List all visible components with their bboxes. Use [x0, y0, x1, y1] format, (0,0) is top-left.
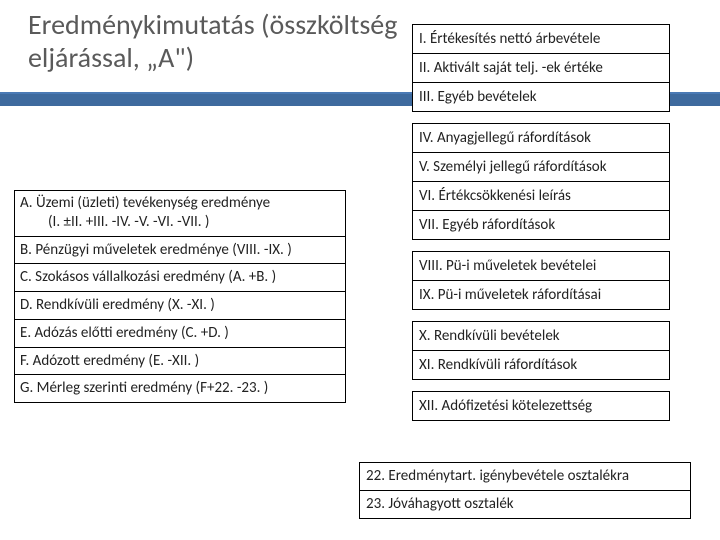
left-column: A. Üzemi (üzleti) tevékenység eredménye …	[14, 190, 346, 402]
right-cell: VI. Értékcsökkenési leírás	[412, 181, 670, 211]
right-cell: I. Értékesítés nettó árbevétele	[412, 24, 670, 54]
right-cell: V. Személyi jellegű ráfordítások	[412, 152, 670, 182]
left-row-d: D. Rendkívüli eredmény (X. -XI. )	[14, 291, 346, 320]
bottom-row: 22. Eredménytart. igénybevétele osztalék…	[360, 463, 690, 490]
right-cell: X. Rendkívüli bevételek	[412, 321, 670, 351]
bottom-box: 22. Eredménytart. igénybevétele osztalék…	[359, 462, 691, 519]
left-row-b: B. Pénzügyi műveletek eredménye (VIII. -…	[14, 236, 346, 265]
right-cell: XI. Rendkívüli ráfordítások	[412, 350, 670, 380]
right-column: I. Értékesítés nettó árbevétele II. Akti…	[412, 24, 670, 420]
right-cell: VII. Egyéb ráfordítások	[412, 210, 670, 240]
right-cell: VIII. Pü-i műveletek bevételei	[412, 251, 670, 281]
right-cell: II. Aktivált saját telj. -ek értéke	[412, 53, 670, 83]
left-row-g: G. Mérleg szerinti eredmény (F+22. -23. …	[14, 374, 346, 403]
cell-text: A. Üzemi (üzleti) tevékenység eredménye	[20, 194, 270, 212]
right-cell: III. Egyéb bevételek	[412, 82, 670, 112]
right-cell: IV. Anyagjellegű ráfordítások	[412, 123, 670, 153]
right-cell: IX. Pü-i műveletek ráfordításai	[412, 280, 670, 310]
cell-sub: (I. ±II. +III. -IV. -V. -VI. -VII. )	[20, 213, 209, 231]
left-row-c: C. Szokásos vállalkozási eredmény (A. +B…	[14, 263, 346, 292]
left-row-e: E. Adózás előtti eredmény (C. +D. )	[14, 319, 346, 348]
page-title: Eredménykimutatás (összköltség eljárássa…	[28, 8, 458, 74]
left-row-a: A. Üzemi (üzleti) tevékenység eredménye …	[14, 190, 346, 237]
right-cell: XII. Adófizetési kötelezettség	[412, 391, 670, 421]
left-row-f: F. Adózott eredmény (E. -XII. )	[14, 347, 346, 376]
bottom-row: 23. Jóváhagyott osztalék	[360, 490, 690, 518]
